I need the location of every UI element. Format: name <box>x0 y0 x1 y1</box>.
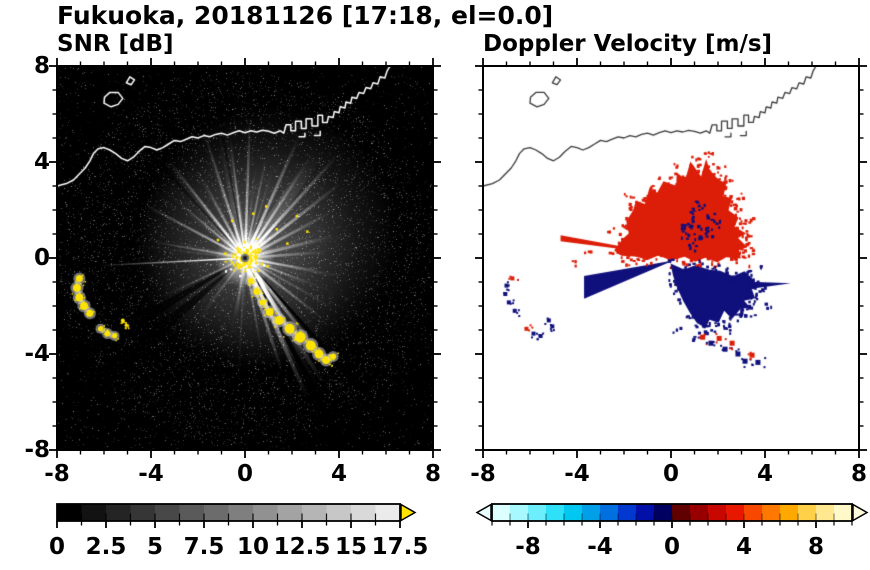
snr-colorbar-label: 12.5 <box>273 534 331 560</box>
doppler-colorbar-label: -4 <box>587 534 613 560</box>
x-tick-label: 8 <box>424 461 441 487</box>
x-tick-label: -4 <box>138 461 164 487</box>
snr-colorbar-label: 10 <box>236 534 269 560</box>
x-tick-label: -4 <box>564 461 590 487</box>
x-tick-label: -8 <box>470 461 496 487</box>
y-tick-label: -8 <box>24 437 50 463</box>
doppler-colorbar-label: 0 <box>663 534 680 560</box>
x-tick-label: 8 <box>850 461 867 487</box>
y-tick-label: -4 <box>24 341 50 367</box>
snr-colorbar-label: 2.5 <box>85 534 127 560</box>
doppler-colorbar-label: -8 <box>515 534 541 560</box>
x-tick-label: 4 <box>756 461 773 487</box>
doppler-colorbar-label: 4 <box>735 534 752 560</box>
snr-colorbar-label: 0 <box>48 534 65 560</box>
snr-colorbar-label: 15 <box>334 534 367 560</box>
x-tick-label: 0 <box>236 461 253 487</box>
snr-plot-canvas <box>57 66 433 450</box>
snr-colorbar-label: 7.5 <box>183 534 225 560</box>
y-tick-label: 8 <box>33 53 50 79</box>
snr-colorbar-label: 17.5 <box>371 534 429 560</box>
x-tick-label: 4 <box>330 461 347 487</box>
snr-panel-title: SNR [dB] <box>57 31 174 57</box>
x-tick-label: 0 <box>662 461 679 487</box>
y-tick-label: 4 <box>33 149 50 175</box>
snr-colorbar-label: 5 <box>146 534 163 560</box>
doppler-colorbar-label: 8 <box>807 534 824 560</box>
y-tick-label: 0 <box>33 245 50 271</box>
figure-title: Fukuoka, 20181126 [17:18, el=0.0] <box>57 1 554 30</box>
doppler-panel-title: Doppler Velocity [m/s] <box>483 31 773 57</box>
x-tick-label: -8 <box>44 461 70 487</box>
doppler-plot-canvas <box>483 66 859 450</box>
